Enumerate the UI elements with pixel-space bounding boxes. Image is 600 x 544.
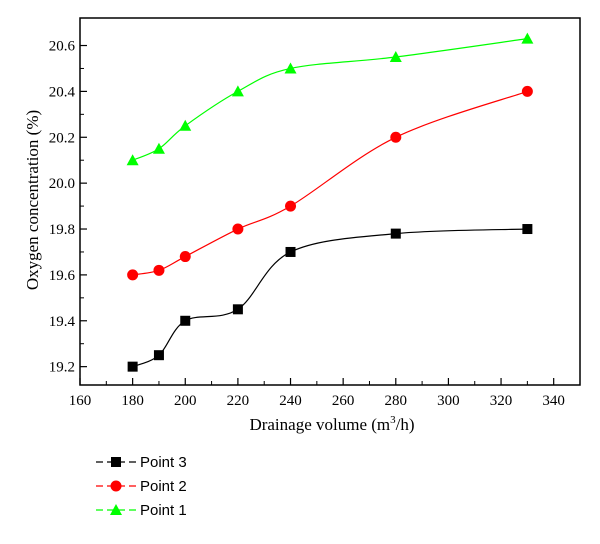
series-1 bbox=[127, 224, 533, 372]
plot-frame bbox=[79, 17, 581, 386]
data-point bbox=[153, 350, 164, 361]
y-tick-label: 19.2 bbox=[49, 360, 75, 376]
data-point bbox=[179, 119, 192, 131]
y-tick-label: 19.4 bbox=[49, 314, 76, 330]
data-point bbox=[521, 85, 533, 97]
x-tick-label: 160 bbox=[69, 393, 92, 409]
x-tick-label: 340 bbox=[542, 393, 565, 409]
legend-label: Point 3 bbox=[140, 454, 187, 471]
series-line bbox=[132, 228, 528, 368]
x-axis-title: Drainage volume (m3/h) bbox=[249, 414, 414, 434]
series-2 bbox=[127, 85, 533, 281]
y-tick-label: 20.4 bbox=[49, 84, 76, 100]
legend-item: Point 2 bbox=[96, 478, 187, 495]
data-point bbox=[232, 223, 244, 235]
x-tick-label: 180 bbox=[121, 393, 144, 409]
data-point bbox=[284, 62, 297, 74]
x-tick-label: 300 bbox=[437, 393, 460, 409]
data-point bbox=[126, 154, 139, 166]
series-layer bbox=[126, 32, 534, 372]
y-tick-label: 20.2 bbox=[49, 130, 75, 146]
legend-item: Point 3 bbox=[96, 454, 187, 471]
legend: Point 3 Point 2 Point 1 bbox=[96, 454, 187, 519]
series-3 bbox=[126, 32, 534, 166]
y-tick-label: 20.0 bbox=[49, 176, 75, 192]
x-tick-label: 220 bbox=[227, 393, 250, 409]
x-axis-title-suffix: /h) bbox=[396, 415, 415, 434]
x-tick-label: 240 bbox=[279, 393, 302, 409]
data-point bbox=[127, 361, 138, 372]
x-axis-title-sup: 3 bbox=[390, 414, 396, 426]
y-tick-label: 19.6 bbox=[49, 268, 76, 284]
data-point bbox=[389, 50, 402, 62]
data-point bbox=[180, 315, 191, 326]
data-point bbox=[285, 246, 296, 257]
data-point bbox=[152, 142, 165, 154]
legend-marker bbox=[111, 457, 121, 467]
x-tick-label: 260 bbox=[332, 393, 355, 409]
legend-item: Point 1 bbox=[96, 502, 187, 519]
legend-label: Point 1 bbox=[140, 502, 187, 519]
series-line bbox=[132, 90, 528, 276]
data-point bbox=[390, 131, 402, 143]
y-tick-label: 19.8 bbox=[49, 222, 75, 238]
data-point bbox=[522, 224, 533, 235]
data-point bbox=[179, 251, 191, 263]
x-tick-label: 320 bbox=[490, 393, 513, 409]
data-point bbox=[521, 32, 534, 44]
x-axis-title-main: Drainage volume (m bbox=[249, 415, 390, 434]
data-point bbox=[285, 200, 297, 212]
data-point bbox=[390, 228, 401, 239]
data-point bbox=[232, 304, 243, 315]
y-tick-label: 20.6 bbox=[49, 39, 76, 55]
x-tick-label: 200 bbox=[174, 393, 197, 409]
data-point bbox=[153, 264, 165, 276]
data-point bbox=[231, 85, 244, 97]
plot-axes: 160 180 200 220 240 260 280 300 320 340 19.2 19.4 19… bbox=[49, 17, 581, 409]
legend-marker bbox=[110, 504, 122, 515]
data-point bbox=[127, 269, 139, 281]
x-tick-label: 280 bbox=[385, 393, 408, 409]
legend-label: Point 2 bbox=[140, 478, 187, 495]
y-axis-title: Oxygen concentration (%) bbox=[23, 110, 42, 290]
series-line bbox=[132, 38, 528, 161]
legend-marker bbox=[110, 480, 122, 492]
